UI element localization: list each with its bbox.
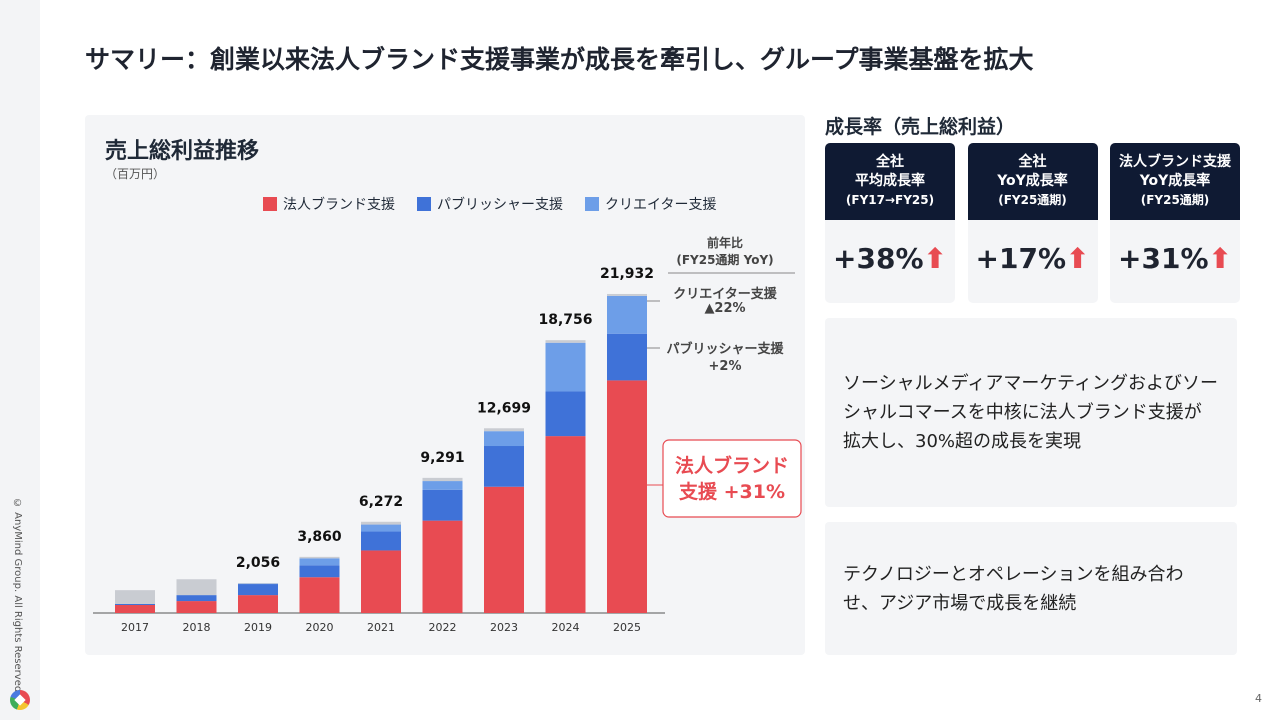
annotation-value: +2% <box>709 359 742 374</box>
bar-segment <box>176 601 217 613</box>
arrow-up-icon: ⬆ <box>923 242 947 275</box>
legend-item: クリエイター支援 <box>585 194 716 214</box>
total-label: 18,756 <box>538 312 592 328</box>
bar-segment <box>545 340 586 343</box>
bar-segment <box>607 333 647 381</box>
arrow-up-icon: ⬆ <box>1066 242 1090 275</box>
note-box: ソーシャルメディアマーケティングおよびソーシャルコマースを中核に法人ブランド支援… <box>825 318 1237 507</box>
bar-segment <box>484 428 524 432</box>
bar-segment <box>607 293 647 296</box>
bar-segment <box>545 342 586 392</box>
x-tick-label: 2024 <box>552 621 580 634</box>
card-value: +17%⬆ <box>975 242 1090 275</box>
legend-item: パブリッシャー支援 <box>417 194 563 214</box>
side-strip: © AnyMind Group. All Rights Reserved. <box>0 0 40 720</box>
x-tick-label: 2019 <box>244 621 272 634</box>
bar-segment <box>299 558 340 566</box>
bar-segment <box>238 595 278 613</box>
chart-legend: 法人ブランド支援 パブリッシャー支援 クリエイター支援 <box>263 194 716 214</box>
bar-segment <box>484 486 524 613</box>
total-label: 6,272 <box>359 494 403 510</box>
x-tick-label: 2025 <box>613 621 641 634</box>
card-header: 全社 平均成長率 (FY17→FY25) <box>825 143 955 220</box>
bar-segment <box>299 556 340 559</box>
note-box: テクノロジーとオペレーションを組み合わせ、アジア市場で成長を継続 <box>825 522 1237 655</box>
highlight-callout <box>662 439 802 518</box>
bar-segment <box>422 489 463 521</box>
stacked-bar-chart: 2017 2018 2019 2,056 2020 3,860 2021 6,272 2022 9… <box>93 235 802 634</box>
x-tick-label: 2021 <box>367 621 395 634</box>
bar-segment <box>484 431 524 447</box>
legend-item: 法人ブランド支援 <box>263 194 395 214</box>
annotation-header: (FY25通期 YoY) <box>676 252 773 267</box>
bar-segment <box>422 520 463 613</box>
bar-segment <box>361 531 401 551</box>
bar-segment <box>607 380 647 613</box>
bar-segment <box>115 604 155 613</box>
bar-segment <box>361 524 401 532</box>
total-label: 21,932 <box>600 266 654 282</box>
total-label: 3,860 <box>297 529 342 545</box>
bar-segment <box>361 550 401 613</box>
chart-panel: 売上総利益推移 （百万円） 法人ブランド支援 パブリッシャー支援 クリエイター支… <box>85 115 805 655</box>
note-text: テクノロジーとオペレーションを組み合わせ、アジア市場で成長を継続 <box>843 563 1184 614</box>
bar-segment <box>422 477 463 482</box>
copyright: © AnyMind Group. All Rights Reserved. <box>12 498 23 696</box>
bar-segment <box>238 584 278 596</box>
x-tick-label: 2018 <box>183 621 211 634</box>
card-value: +31%⬆ <box>1118 242 1232 275</box>
page-title: サマリー：創業以来法人ブランド支援事業が成長を牽引し、グループ事業基盤を拡大 <box>85 45 1034 74</box>
bar-segment <box>115 590 155 604</box>
card-header: 法人ブランド支援 YoY成長率 (FY25通期) <box>1110 143 1240 220</box>
total-label: 2,056 <box>236 555 280 571</box>
callout-text: 法人ブランド <box>675 454 789 477</box>
annotation-header: 前年比 <box>707 235 743 250</box>
bar-segment <box>176 595 217 602</box>
bar-segment <box>299 577 340 613</box>
chart-unit: （百万円） <box>105 167 166 181</box>
card-value: +38%⬆ <box>833 242 947 275</box>
note-text: ソーシャルメディアマーケティングおよびソーシャルコマースを中核に法人ブランド支援… <box>843 373 1218 452</box>
annotation-label: クリエイター支援 <box>673 286 777 302</box>
bar-segment <box>545 391 586 437</box>
bar-segment <box>607 295 647 334</box>
bar-segment <box>176 579 217 596</box>
bar-segment <box>484 446 524 487</box>
x-tick-label: 2023 <box>490 621 518 634</box>
bar-segment <box>422 481 463 490</box>
page-number: 4 <box>1255 692 1262 705</box>
annotation-value: ▲22% <box>704 301 745 316</box>
growth-card: 全社 平均成長率 (FY17→FY25) +38%⬆ <box>825 143 955 303</box>
growth-card: 法人ブランド支援 YoY成長率 (FY25通期) +31%⬆ <box>1110 143 1240 303</box>
callout-text: 支援 +31% <box>678 480 785 503</box>
annotation-label: パブリッシャー支援 <box>666 341 784 357</box>
bar-segment <box>238 583 278 584</box>
bar-segment <box>115 603 155 605</box>
company-logo <box>10 690 30 710</box>
arrow-up-icon: ⬆ <box>1208 242 1232 275</box>
x-tick-label: 2022 <box>429 621 457 634</box>
bar-segment <box>299 565 340 578</box>
total-label: 12,699 <box>477 400 531 416</box>
growth-heading: 成長率（売上総利益） <box>825 116 1016 138</box>
card-header: 全社 YoY成長率 (FY25通期) <box>967 143 1098 220</box>
total-label: 9,291 <box>420 450 464 466</box>
bar-segment <box>545 436 586 613</box>
x-tick-label: 2017 <box>121 621 149 634</box>
growth-card: 全社 YoY成長率 (FY25通期) +17%⬆ <box>967 143 1098 303</box>
bar-segment <box>361 521 401 525</box>
chart-title: 売上総利益推移 <box>105 139 260 164</box>
x-tick-label: 2020 <box>306 621 334 634</box>
